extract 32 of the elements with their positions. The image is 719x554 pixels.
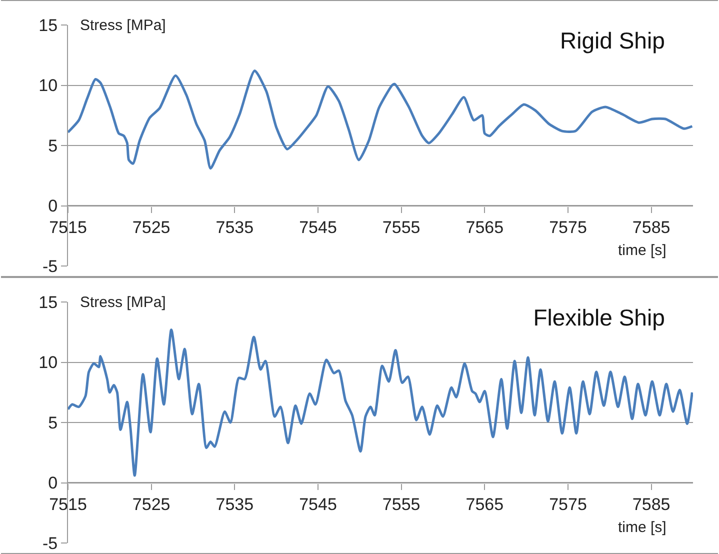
x-tick-label: 7515 [49,495,87,514]
x-tick-label: 7525 [132,218,170,238]
y-tick-label: 5 [48,413,58,432]
x-tick-label: 7575 [549,218,587,238]
y-tick-label: 15 [38,292,58,312]
y-tick-label: 0 [48,196,58,216]
x-tick-label: 7575 [549,495,587,514]
x-tick-label: 7535 [216,495,254,514]
x-tick-label: 7545 [299,495,337,514]
x-tick-label: 7535 [216,218,254,238]
x-tick-label: 7515 [49,218,87,238]
x-tick-label: 7545 [299,218,337,238]
y-tick-label: 15 [38,16,58,35]
chart-title: Rigid Ship [560,27,665,54]
y-tick-label: -5 [42,534,58,553]
y-tick-label: 0 [48,474,58,493]
x-tick-label: 7585 [632,218,670,238]
x-tick-label: 7565 [466,495,504,514]
x-tick-label: 7585 [632,495,670,514]
y-axis-title: Stress [MPa] [80,294,166,311]
x-tick-label: 7525 [132,495,170,514]
x-axis-title: time [s] [618,242,666,259]
y-tick-label: -5 [42,256,58,276]
x-tick-label: 7555 [382,495,420,514]
x-tick-label: 7565 [466,218,504,238]
y-axis-title: Stress [MPa] [80,17,166,34]
y-tick-label: 10 [38,353,58,372]
y-tick-label: 10 [38,76,58,96]
chart-title: Flexible Ship [533,304,665,330]
x-axis-title: time [s] [618,519,666,536]
y-tick-label: 5 [48,136,58,156]
x-tick-label: 7555 [382,218,420,238]
